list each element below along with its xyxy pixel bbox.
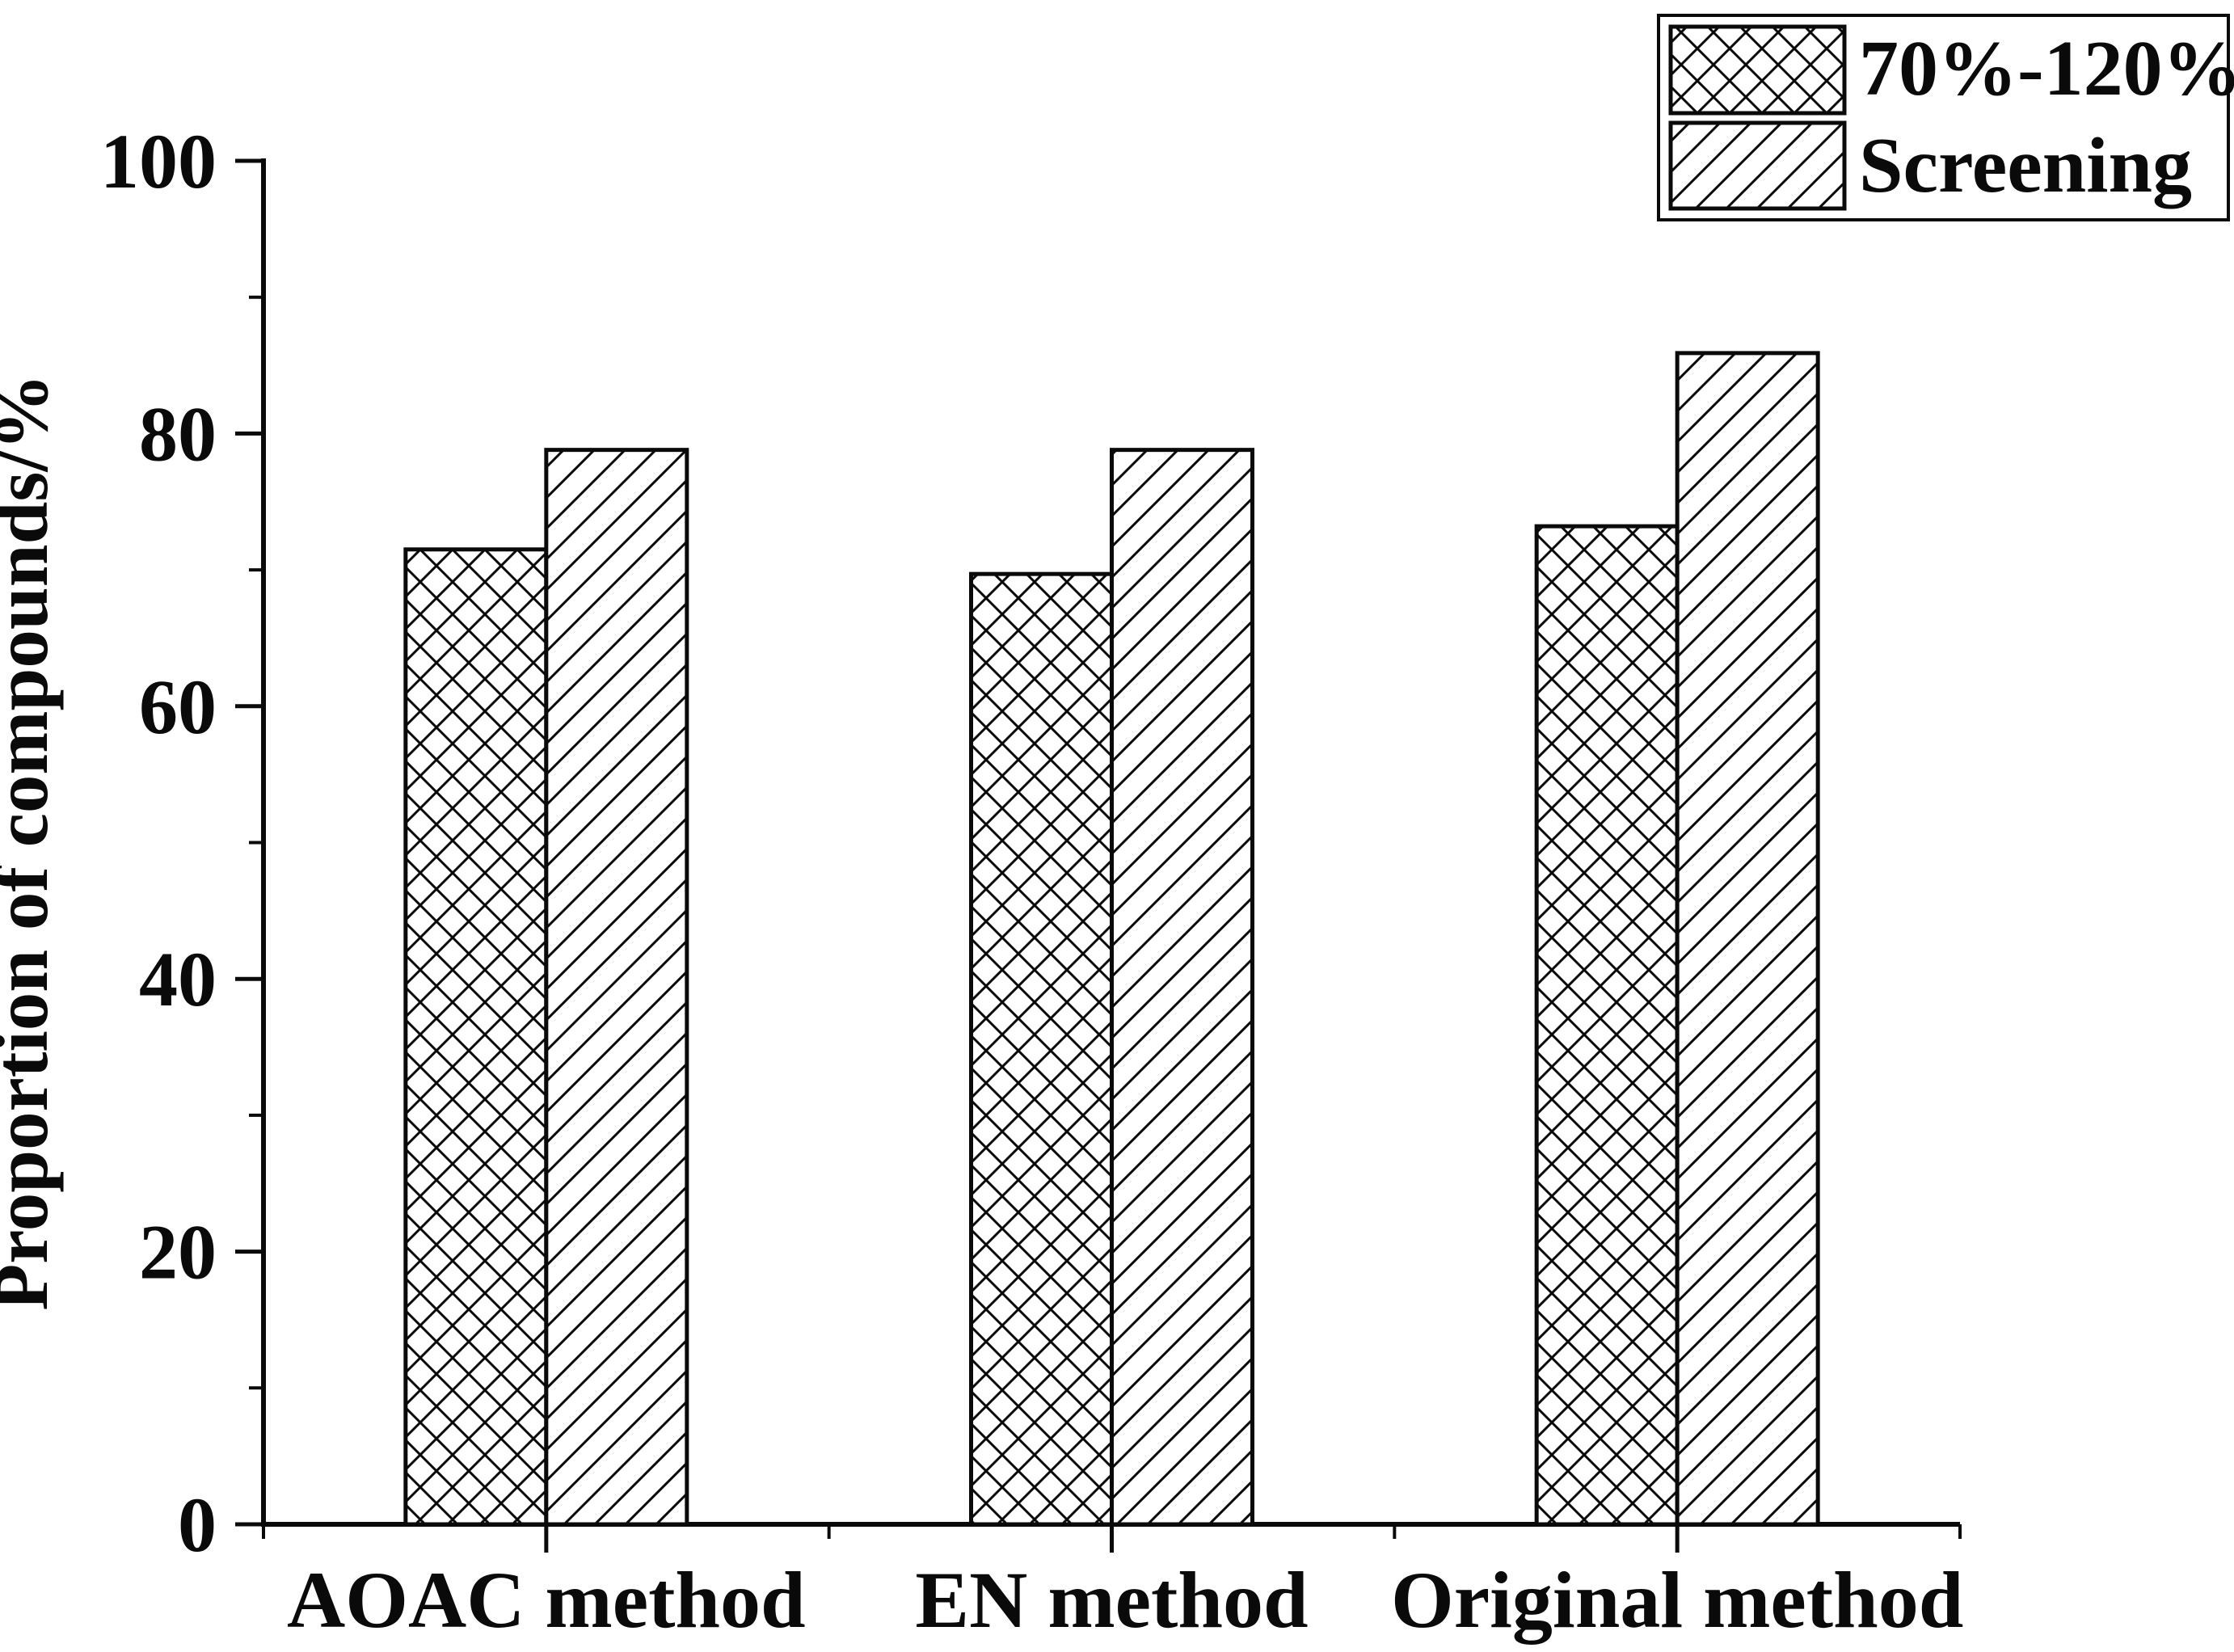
y-tick-label: 100 <box>100 118 217 204</box>
bars <box>403 351 1820 1527</box>
bar-aoac-method-70-120 <box>403 547 549 1527</box>
y-tick-label: 80 <box>139 390 217 477</box>
bar-original-method-screening <box>1675 351 1820 1527</box>
bar-en-method-70-120 <box>969 571 1114 1527</box>
legend-swatch-crosshatch <box>1668 24 1847 116</box>
x-category-label-aoac-method: AOAC method <box>287 1555 806 1645</box>
x-category-label-en-method: EN method <box>915 1555 1308 1645</box>
x-category-label-original-method: Original method <box>1391 1555 1963 1645</box>
bar-original-method-70-120 <box>1534 524 1680 1527</box>
y-tick-label: 40 <box>139 936 217 1022</box>
legend-label-70-120: 70%-120% <box>1859 25 2234 112</box>
y-tick-label: 0 <box>178 1481 217 1568</box>
legend: 70%-120% Screening <box>1657 14 2234 221</box>
y-tick-label: 20 <box>139 1209 217 1296</box>
y-axis-title: Proportion of compounds/% <box>0 373 64 1310</box>
bar-en-method-screening <box>1110 448 1254 1527</box>
legend-label-screening: Screening <box>1859 122 2192 209</box>
axes: 0 20 40 60 80 100 <box>100 118 1962 1568</box>
legend-swatch-diagonal <box>1668 120 1847 211</box>
y-tick-label: 60 <box>139 664 217 750</box>
bar-aoac-method-screening <box>544 448 689 1527</box>
x-category-labels: AOAC method EN method Original method <box>287 1555 1963 1645</box>
